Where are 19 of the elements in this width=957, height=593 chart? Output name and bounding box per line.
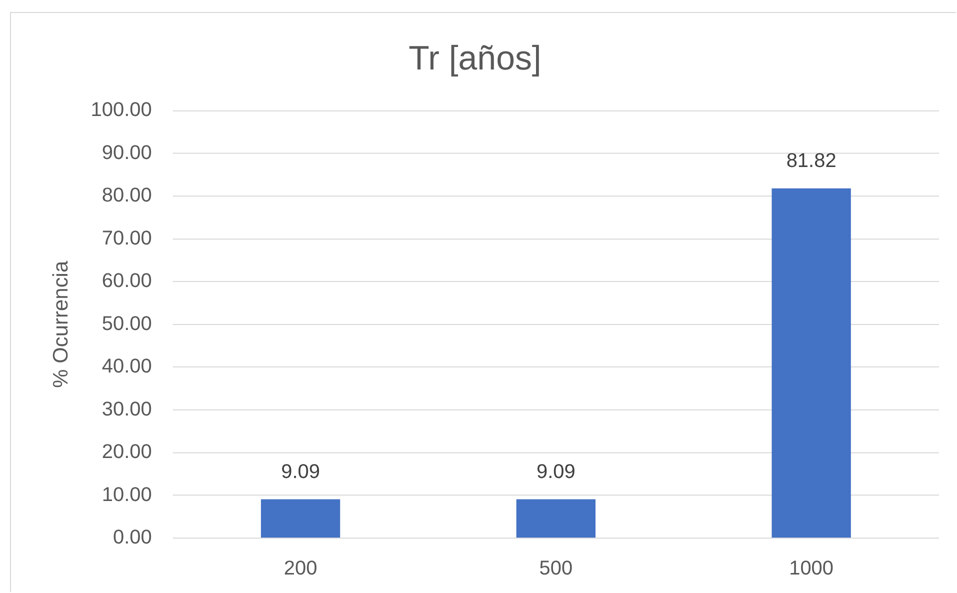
y-tick-label: 60.00 — [102, 270, 152, 292]
y-tick-label: 0.00 — [112, 526, 152, 549]
x-tick-label: 500 — [539, 558, 573, 580]
y-tick-label: 70.00 — [102, 227, 152, 250]
y-axis-title: % Ocurrencia — [49, 260, 72, 388]
y-tick-label: 90.00 — [102, 142, 152, 164]
x-tick-label: 200 — [284, 558, 318, 580]
y-tick-label: 40.00 — [102, 356, 152, 378]
data-label: 81.82 — [786, 150, 836, 172]
y-tick-label: 30.00 — [102, 398, 152, 420]
y-tick-label: 100.00 — [90, 99, 152, 122]
y-tick-label: 80.00 — [102, 184, 152, 207]
data-label: 9.09 — [536, 460, 576, 483]
y-tick-label: 10.00 — [102, 484, 152, 506]
x-tick-label: 1000 — [789, 558, 834, 580]
y-tick-label: 20.00 — [102, 441, 152, 464]
y-tick-label: 50.00 — [102, 312, 152, 335]
data-label: 9.09 — [281, 460, 320, 483]
chart-title: Tr [años] — [408, 40, 542, 78]
